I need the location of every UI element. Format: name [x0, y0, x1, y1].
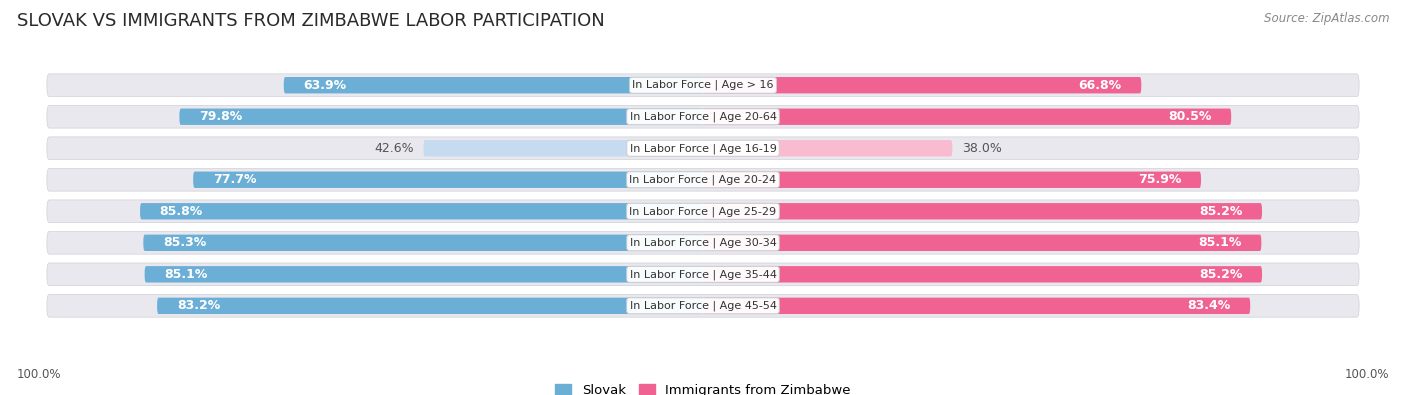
Text: 66.8%: 66.8%: [1078, 79, 1122, 92]
Text: SLOVAK VS IMMIGRANTS FROM ZIMBABWE LABOR PARTICIPATION: SLOVAK VS IMMIGRANTS FROM ZIMBABWE LABOR…: [17, 12, 605, 30]
Text: In Labor Force | Age 45-54: In Labor Force | Age 45-54: [630, 301, 776, 311]
Text: 85.2%: 85.2%: [1199, 268, 1243, 281]
FancyBboxPatch shape: [423, 140, 703, 156]
Text: 85.3%: 85.3%: [163, 236, 207, 249]
Text: 85.1%: 85.1%: [165, 268, 208, 281]
FancyBboxPatch shape: [703, 109, 1232, 125]
FancyBboxPatch shape: [143, 235, 703, 251]
FancyBboxPatch shape: [46, 295, 1360, 317]
Text: 100.0%: 100.0%: [17, 368, 62, 381]
Text: Source: ZipAtlas.com: Source: ZipAtlas.com: [1264, 12, 1389, 25]
FancyBboxPatch shape: [46, 263, 1360, 286]
FancyBboxPatch shape: [46, 137, 1360, 160]
FancyBboxPatch shape: [180, 109, 703, 125]
FancyBboxPatch shape: [46, 105, 1360, 128]
Text: 83.2%: 83.2%: [177, 299, 219, 312]
Text: In Labor Force | Age 35-44: In Labor Force | Age 35-44: [630, 269, 776, 280]
FancyBboxPatch shape: [145, 266, 703, 282]
FancyBboxPatch shape: [284, 77, 703, 93]
FancyBboxPatch shape: [46, 74, 1360, 96]
Text: 85.2%: 85.2%: [1199, 205, 1243, 218]
Text: 42.6%: 42.6%: [374, 142, 413, 155]
FancyBboxPatch shape: [193, 171, 703, 188]
Text: 77.7%: 77.7%: [212, 173, 256, 186]
Text: 80.5%: 80.5%: [1168, 110, 1212, 123]
Text: In Labor Force | Age 16-19: In Labor Force | Age 16-19: [630, 143, 776, 154]
FancyBboxPatch shape: [703, 235, 1261, 251]
FancyBboxPatch shape: [703, 140, 952, 156]
Text: 63.9%: 63.9%: [304, 79, 346, 92]
Text: 79.8%: 79.8%: [200, 110, 242, 123]
FancyBboxPatch shape: [703, 266, 1263, 282]
Text: 75.9%: 75.9%: [1137, 173, 1181, 186]
FancyBboxPatch shape: [703, 171, 1201, 188]
FancyBboxPatch shape: [141, 203, 703, 220]
Text: 85.1%: 85.1%: [1198, 236, 1241, 249]
FancyBboxPatch shape: [46, 200, 1360, 223]
Text: In Labor Force | Age 20-64: In Labor Force | Age 20-64: [630, 111, 776, 122]
Text: In Labor Force | Age > 16: In Labor Force | Age > 16: [633, 80, 773, 90]
FancyBboxPatch shape: [703, 77, 1142, 93]
FancyBboxPatch shape: [157, 298, 703, 314]
Text: In Labor Force | Age 25-29: In Labor Force | Age 25-29: [630, 206, 776, 216]
Text: 85.8%: 85.8%: [160, 205, 202, 218]
FancyBboxPatch shape: [703, 203, 1263, 220]
FancyBboxPatch shape: [46, 231, 1360, 254]
Text: In Labor Force | Age 20-24: In Labor Force | Age 20-24: [630, 175, 776, 185]
Text: 83.4%: 83.4%: [1187, 299, 1230, 312]
Legend: Slovak, Immigrants from Zimbabwe: Slovak, Immigrants from Zimbabwe: [550, 379, 856, 395]
Text: 100.0%: 100.0%: [1344, 368, 1389, 381]
FancyBboxPatch shape: [46, 168, 1360, 191]
Text: In Labor Force | Age 30-34: In Labor Force | Age 30-34: [630, 237, 776, 248]
Text: 38.0%: 38.0%: [962, 142, 1002, 155]
FancyBboxPatch shape: [703, 298, 1250, 314]
